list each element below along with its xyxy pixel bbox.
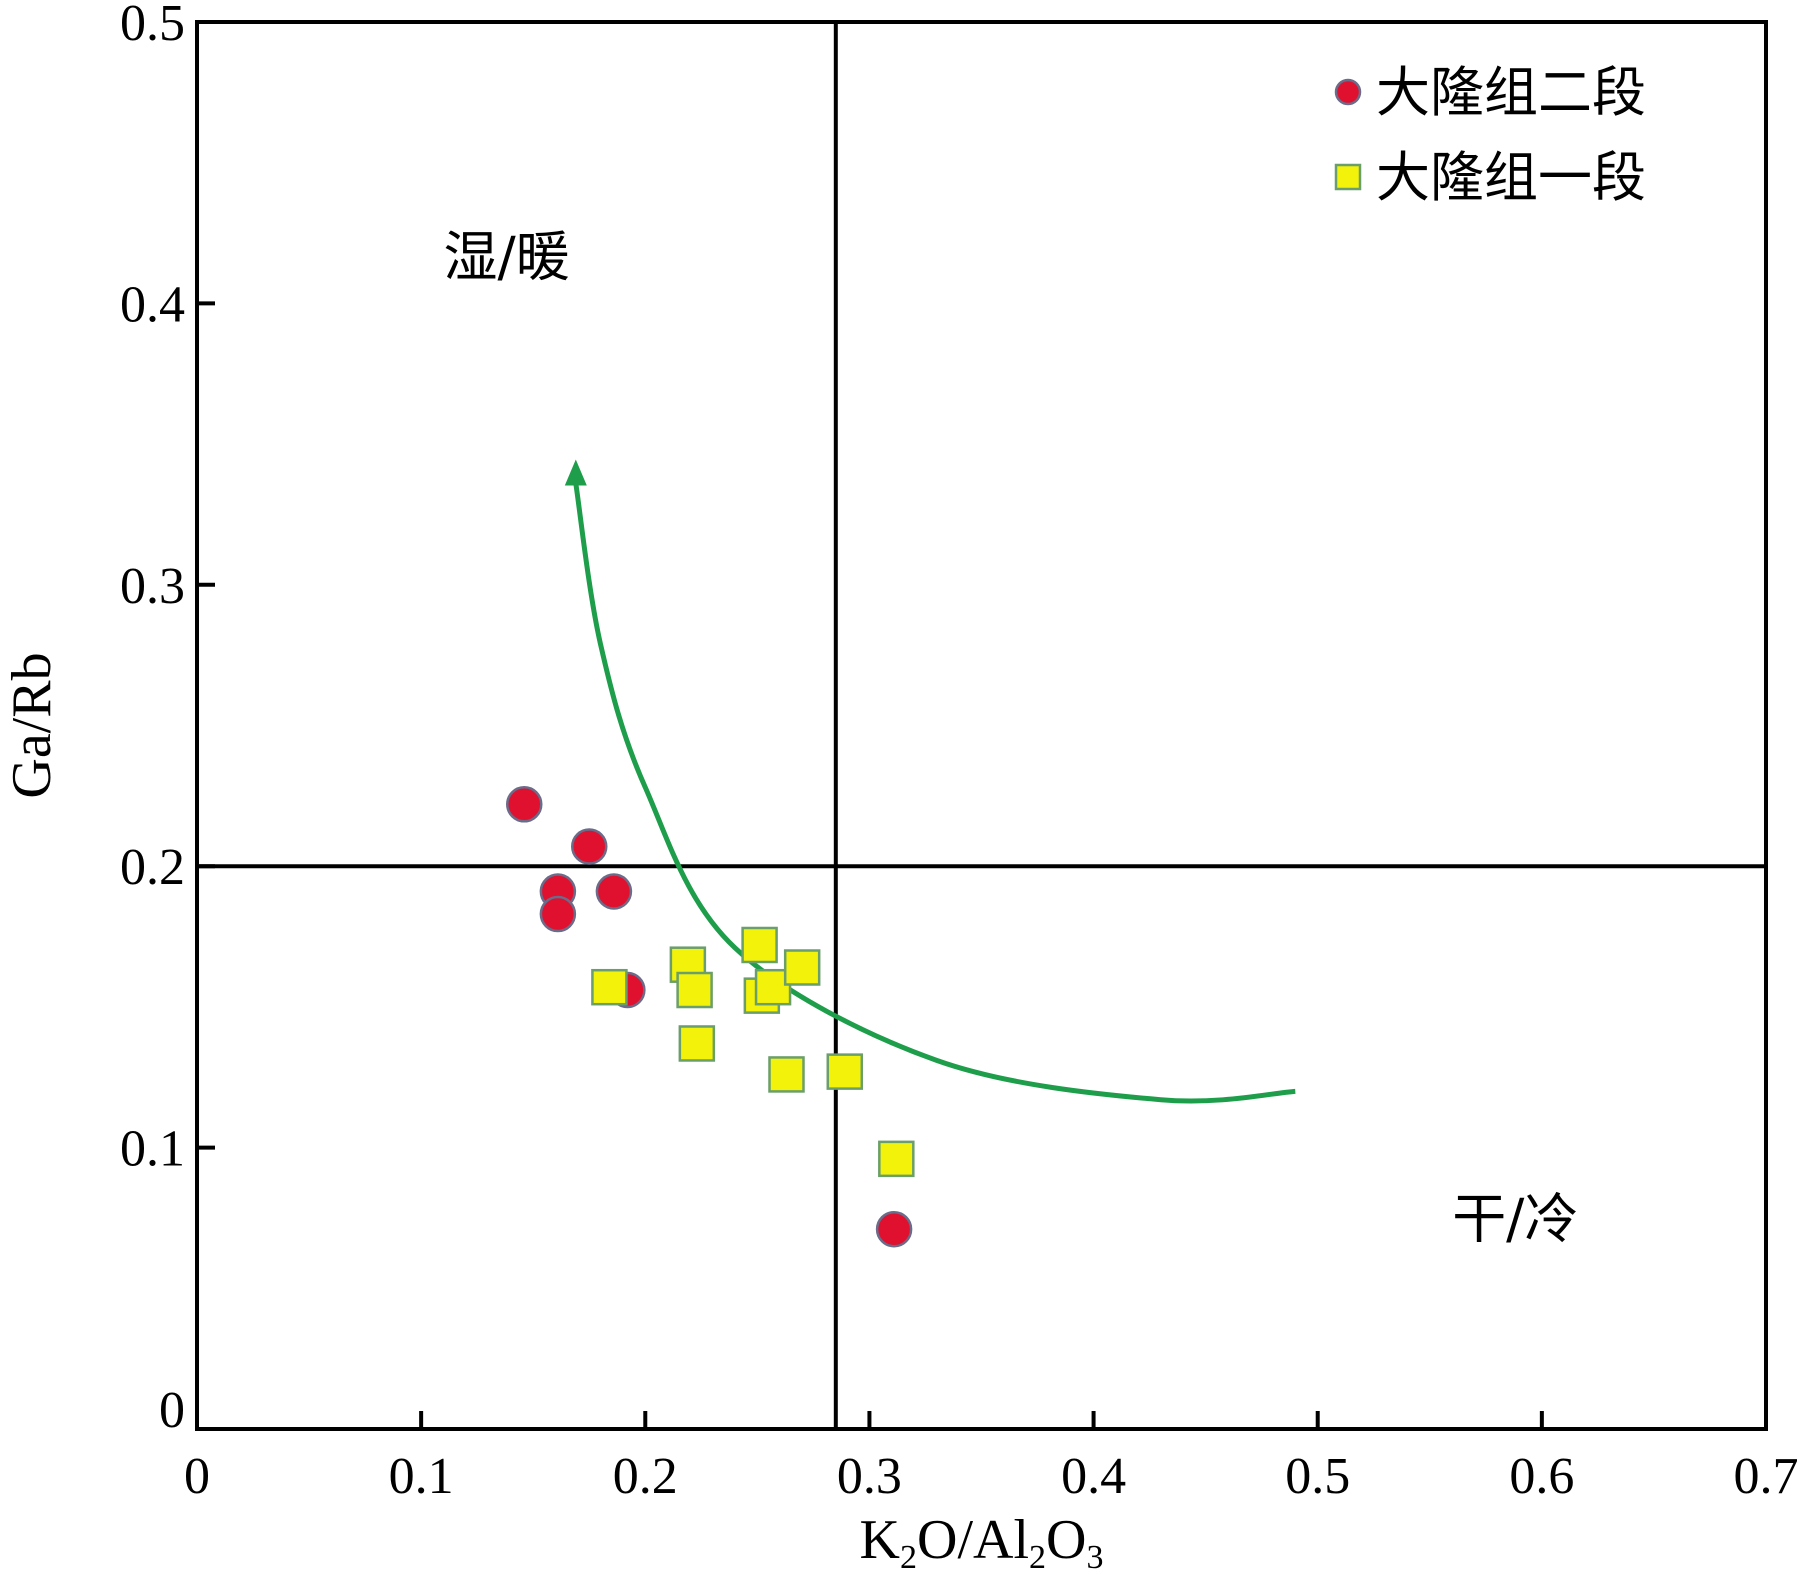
x-tick-label: 0.4 (1061, 1448, 1126, 1505)
x-title-subscript: 3 (1086, 1539, 1103, 1574)
data-point-square (741, 926, 778, 964)
plot-frame (195, 20, 1768, 1431)
x-axis-title: K2O/Al2O3 (860, 1509, 1104, 1574)
data-point-circle (505, 786, 543, 823)
x-title-part: O/Al (917, 1509, 1029, 1571)
data-point-square (676, 971, 713, 1009)
x-title-subscript: 2 (1029, 1539, 1046, 1574)
x-tick-label: 0.1 (389, 1448, 454, 1505)
y-tick-label: 0.5 (120, 0, 185, 52)
x-tick-label: 0.5 (1285, 1448, 1350, 1505)
data-points (505, 786, 915, 1248)
y-tick-label: 0.4 (120, 276, 185, 333)
data-point-square (878, 1140, 915, 1178)
region-labels: 湿/暖干/冷 (444, 225, 1579, 1250)
data-point-circle (875, 1210, 913, 1248)
x-tick-label: 0.7 (1734, 1448, 1799, 1505)
y-tick-label: 0 (159, 1382, 185, 1439)
region-label: 干/冷 (1452, 1188, 1578, 1251)
data-point-square (783, 949, 821, 986)
data-point-circle (595, 873, 633, 910)
arrowhead (564, 459, 587, 486)
axes (195, 20, 1768, 1431)
x-tick-label: 0.2 (613, 1448, 678, 1505)
data-point-square (591, 968, 628, 1006)
legend-label: 大隆组二段 (1376, 61, 1646, 124)
y-axis-title: Ga/Rb (1, 652, 63, 798)
data-point-square (678, 1025, 716, 1062)
divider-lines (197, 22, 1766, 1429)
data-point-circle (539, 895, 577, 933)
trend-arrow (564, 459, 1296, 1104)
legend-marker-square (1334, 163, 1362, 191)
legend-label: 大隆组一段 (1376, 146, 1646, 209)
x-title-part: K (860, 1509, 900, 1571)
x-tick-label: 0.6 (1509, 1448, 1574, 1505)
x-tick-label: 0.3 (837, 1448, 902, 1505)
data-point-square (826, 1053, 864, 1090)
y-tick-label: 0.3 (120, 558, 185, 615)
trend-curve (573, 483, 1296, 1104)
data-point-square (768, 1056, 805, 1093)
y-tick-label: 0.1 (120, 1121, 185, 1178)
region-label: 湿/暖 (444, 225, 570, 288)
data-point-circle (571, 828, 608, 865)
y-tick-label: 0.2 (120, 839, 185, 896)
x-title-part: O (1046, 1509, 1086, 1571)
x-title-subscript: 2 (900, 1539, 917, 1574)
axis-ticks: 0 0.1 0.2 0.3 0.4 0.5 0.6 0.7 0 0.1 0.2 0.3 0.4 0.5 (120, 0, 1799, 1505)
x-tick-label: 0 (184, 1448, 210, 1505)
legend-marker-circle (1334, 78, 1362, 106)
